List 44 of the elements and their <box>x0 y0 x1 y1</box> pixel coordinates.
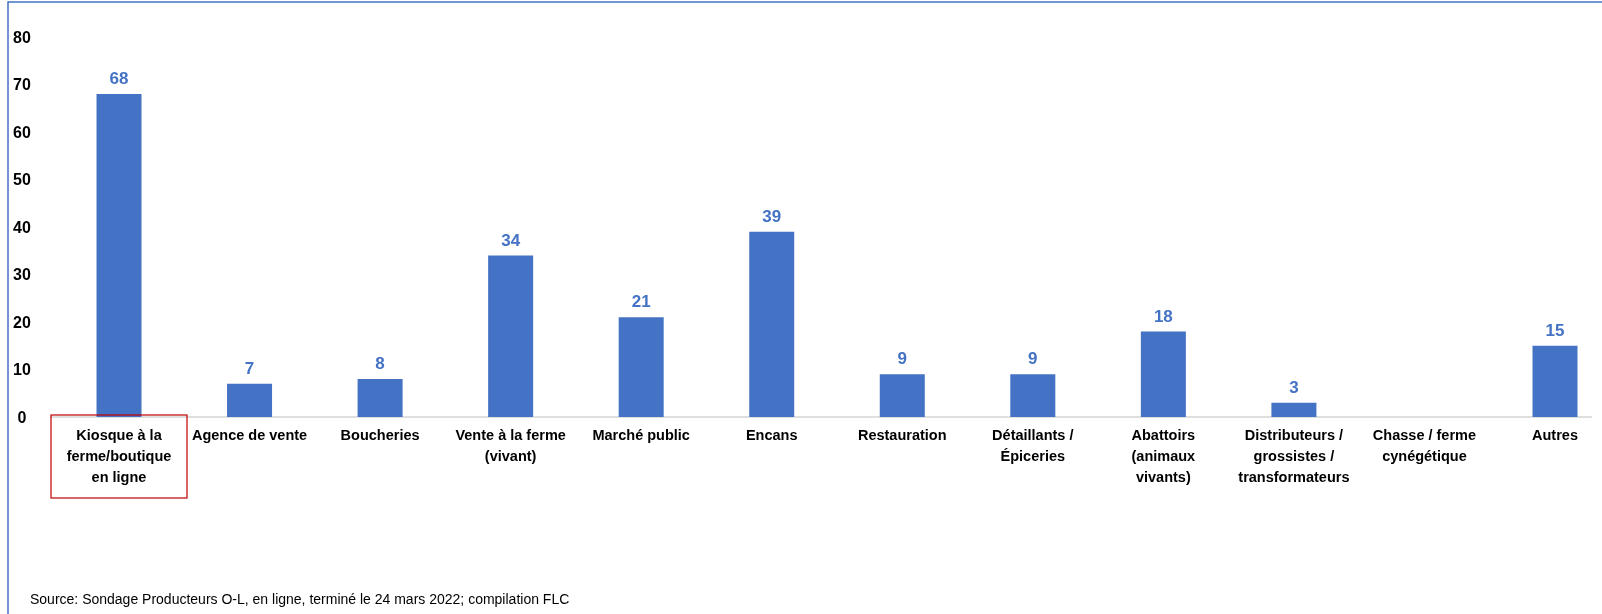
y-tick-label: 70 <box>13 76 31 94</box>
y-tick-label: 80 <box>13 28 31 46</box>
source-note: Source: Sondage Producteurs O-L, en ligne, terminé le 24 mars 2022; compilation FLC <box>30 591 570 607</box>
data-label: 34 <box>501 230 521 250</box>
data-label: 39 <box>762 206 782 226</box>
y-tick-label: 60 <box>13 123 31 141</box>
x-tick-label: Vente à la ferme (vivant) <box>455 427 566 464</box>
x-tick-label: Autres <box>1532 427 1578 443</box>
x-tick-label: Abattoirs (animaux vivants) <box>1131 427 1196 485</box>
data-label: 9 <box>1028 349 1038 369</box>
x-tick-label: Détaillants / Épiceries <box>992 427 1074 464</box>
y-tick-label: 30 <box>13 266 31 284</box>
x-tick-label: Encans <box>745 427 798 443</box>
y-tick-label: 10 <box>13 361 31 379</box>
x-tick-label: Chasse / ferme cynégétique <box>1372 427 1477 464</box>
y-tick-label: 0 <box>17 408 27 426</box>
data-label: 18 <box>1153 306 1173 326</box>
data-label: 21 <box>631 292 651 312</box>
data-label: 15 <box>1545 320 1565 340</box>
data-label: 68 <box>109 69 129 88</box>
bar <box>1532 345 1578 417</box>
x-tick-label: Agence de vente <box>191 427 308 443</box>
bar <box>749 231 795 417</box>
bar <box>357 379 403 417</box>
bar <box>1010 374 1056 417</box>
bar <box>1271 402 1317 417</box>
x-tick-label: Distributeurs / grossistes / transformateurs <box>1238 427 1350 485</box>
data-label: 3 <box>1289 377 1299 397</box>
bar <box>96 94 142 417</box>
y-tick-label: 40 <box>13 218 31 236</box>
bar <box>618 317 664 417</box>
data-label: 8 <box>375 354 385 373</box>
data-label: 7 <box>244 358 255 378</box>
x-tick-label: Boucheries <box>340 427 420 443</box>
y-tick-label: 50 <box>13 171 31 189</box>
bar <box>1140 331 1186 417</box>
bar <box>227 383 273 417</box>
bar <box>488 255 534 417</box>
y-tick-label: 20 <box>13 313 31 331</box>
x-tick-label: Kiosque à la ferme/boutique en ligne <box>66 427 172 485</box>
x-tick-label: Restauration <box>857 427 947 443</box>
x-tick-label: Marché public <box>592 427 690 443</box>
data-label: 9 <box>897 349 908 369</box>
bar <box>879 374 925 417</box>
